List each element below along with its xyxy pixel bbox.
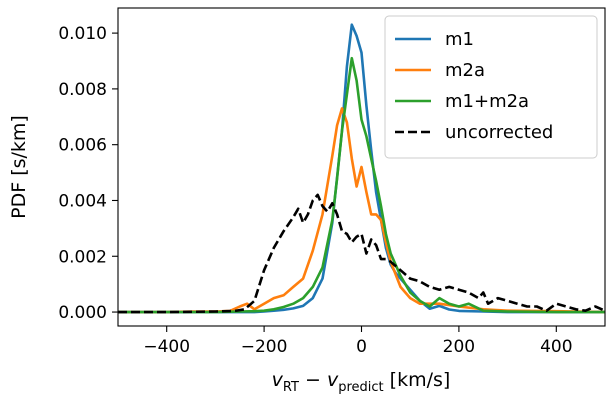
y-tick-label: 0.008 [58, 80, 107, 100]
x-tick-label: −200 [241, 337, 288, 357]
x-tick-label: 200 [443, 337, 475, 357]
y-tick-label: 0.000 [58, 303, 107, 323]
y-tick-label: 0.002 [58, 247, 107, 267]
series-line-m1-m2a [118, 56, 605, 314]
series-line-uncorrected [118, 193, 605, 314]
series-line-m1 [118, 23, 605, 314]
x-axis-label: vRT − vpredict [km/s] [272, 369, 451, 394]
legend-label: m2a [445, 60, 485, 81]
x-tick-label: 0 [356, 337, 367, 357]
x-axis-label-v1: v [272, 369, 284, 391]
legend-label: uncorrected [445, 122, 553, 143]
series-layer [118, 23, 605, 314]
x-axis-label-minus: − [299, 369, 327, 391]
y-axis-label: PDF [s/km] [8, 115, 30, 219]
legend-label: m1 [445, 29, 474, 50]
x-axis-label-sub2: predict [338, 380, 383, 394]
x-tick-label: −400 [143, 337, 190, 357]
y-tick-label: 0.010 [58, 24, 107, 44]
x-axis-label-unit: [km/s] [384, 369, 451, 391]
y-axis: 0.000 0.002 0.004 0.006 0.008 0.010 [58, 24, 118, 323]
x-tick-label: 400 [540, 337, 572, 357]
x-axis: −400 −200 0 200 400 [143, 326, 573, 357]
legend-entries: m1 m2a m1+m2a uncorrected [395, 29, 553, 143]
legend-box [384, 15, 598, 159]
legend-label: m1+m2a [445, 91, 529, 112]
legend: m1 m2a m1+m2a uncorrected [384, 15, 598, 159]
x-axis-label-sub1: RT [283, 380, 299, 394]
y-tick-label: 0.004 [58, 191, 107, 211]
y-tick-label: 0.006 [58, 136, 107, 156]
x-axis-label-v2: v [327, 369, 339, 391]
